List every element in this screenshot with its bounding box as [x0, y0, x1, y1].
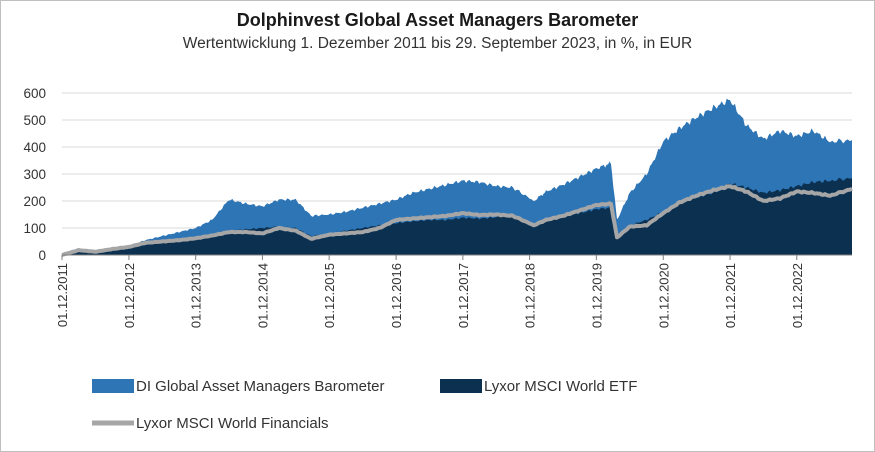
series-area-0 [62, 98, 852, 255]
legend-swatch [440, 379, 482, 393]
y-tick-label: 100 [23, 221, 46, 236]
x-tick-label: 01.12.2014 [255, 263, 270, 328]
y-tick-label: 200 [23, 194, 46, 209]
legend-label: DI Global Asset Managers Barometer [136, 378, 384, 395]
legend-label: Lyxor MSCI World ETF [484, 378, 637, 395]
y-tick-label: 500 [23, 113, 46, 128]
x-tick-label: 01.12.2016 [389, 263, 404, 328]
x-tick-label: 01.12.2013 [189, 263, 204, 328]
y-axis-ticks: 0 100 200 300 400 500 600 [23, 86, 46, 263]
y-tick-label: 0 [38, 248, 46, 263]
y-tick-label: 300 [23, 167, 46, 182]
legend-swatch [92, 379, 134, 393]
series-areas [62, 98, 852, 255]
x-tick-label: 01.12.2017 [456, 263, 471, 328]
series-line-2 [61, 184, 853, 257]
legend-label: Lyxor MSCI World Financials [136, 415, 329, 432]
x-tick-label: 01.12.2018 [523, 263, 538, 328]
y-tick-label: 600 [23, 86, 46, 101]
y-tick-label: 400 [23, 140, 46, 155]
series-lines [61, 184, 853, 257]
x-axis-ticks: 01.12.2011 01.12.2012 01.12.2013 01.12.2014… [55, 255, 805, 328]
x-tick-label: 01.12.2020 [656, 263, 671, 328]
x-tick-label: 01.12.2011 [55, 263, 70, 327]
x-tick-label: 01.12.2021 [723, 263, 738, 328]
x-tick-label: 01.12.2012 [122, 263, 137, 328]
x-tick-label: 01.12.2019 [589, 263, 604, 328]
x-tick-label: 01.12.2015 [322, 263, 337, 328]
legend: DI Global Asset Managers Barometer Lyxor … [92, 378, 637, 432]
series-area-1 [62, 177, 852, 255]
chart-subtitle: Wertentwicklung 1. Dezember 2011 bis 29.… [182, 35, 693, 52]
x-tick-label: 01.12.2022 [790, 263, 805, 328]
chart-title: Dolphinvest Global Asset Managers Barome… [236, 10, 639, 30]
